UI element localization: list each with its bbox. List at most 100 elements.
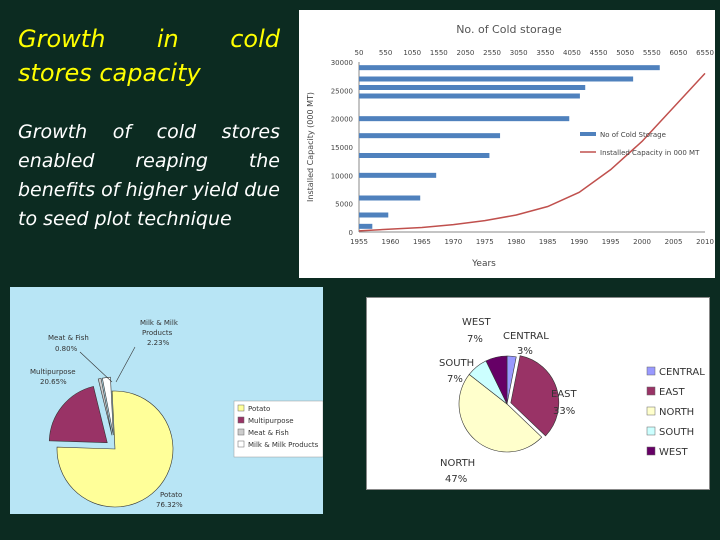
legend-swatch: [237, 404, 245, 412]
cold-storage-bar: [359, 133, 501, 139]
legend-swatch: [646, 386, 656, 396]
cold-storage-bar: [359, 116, 570, 122]
legend-swatch: [237, 428, 245, 436]
region-label: CENTRAL: [503, 331, 549, 342]
legend-swatch: [646, 426, 656, 436]
installed-capacity-line: [358, 72, 706, 232]
legend-label: EAST: [659, 387, 686, 398]
x-tick-label: 2010: [696, 238, 714, 246]
legend-swatch: [646, 446, 656, 456]
pie-slice: [97, 378, 113, 436]
cold-storage-bar: [359, 195, 421, 201]
top-axis-tick-label: 1050: [403, 49, 421, 57]
top-axis-tick-label: 4550: [590, 49, 608, 57]
milk-label-line1: Milk & Milk: [140, 319, 179, 327]
legend-label: Milk & Milk Products: [248, 441, 319, 449]
cold-storage-bar: [359, 172, 437, 178]
meat-fish-label: Meat & Fish: [48, 334, 89, 342]
legend-label: Potato: [248, 405, 270, 413]
top-axis-tick-label: 5050: [616, 49, 634, 57]
legend-label: Multipurpose: [248, 417, 294, 425]
region-value: 3%: [517, 346, 533, 357]
slide-body-text: Growth of cold stores enabled reaping th…: [18, 121, 280, 230]
legend-label: Meat & Fish: [248, 429, 289, 437]
commodity-pie-chart: Meat & Fish 0.80% Milk & Milk Products 2.23%…: [30, 319, 324, 509]
region-label: SOUTH: [439, 358, 474, 369]
legend-swatch: [237, 440, 245, 448]
milk-leader: [115, 346, 136, 383]
region-label: NORTH: [440, 458, 475, 469]
pie-slice: [458, 373, 543, 453]
x-tick-label: 2000: [633, 238, 651, 246]
x-tick-label: 1995: [602, 238, 620, 246]
top-axis-tick-label: 4050: [563, 49, 581, 57]
x-tick-label: 1970: [444, 238, 462, 246]
top-axis-tick-label: 1550: [430, 49, 448, 57]
multipurpose-label: Multipurpose: [30, 368, 76, 376]
legend-box: [233, 400, 324, 458]
milk-label-line2: Products: [142, 329, 173, 337]
pie-slice: [485, 355, 508, 405]
y-tick-label: 25000: [331, 87, 353, 95]
region-value: 33%: [553, 406, 575, 417]
legend-label: SOUTH: [659, 427, 694, 438]
cold-storage-bar: [359, 65, 660, 71]
legend-label: CENTRAL: [659, 367, 705, 378]
x-tick-label: 1965: [413, 238, 431, 246]
top-axis-tick-label: 550: [379, 49, 392, 57]
meat-fish-value: 0.80%: [55, 345, 78, 353]
meat-fish-leader: [79, 351, 113, 383]
x-tick-label: 2005: [665, 238, 683, 246]
title-line-2: stores capacity: [18, 59, 201, 87]
region-value: 47%: [445, 474, 467, 485]
pie-slice: [48, 386, 108, 444]
y-tick-label: 10000: [331, 172, 353, 180]
top-axis-tick-label: 6550: [696, 49, 714, 57]
commodity-pie-panel: Meat & Fish 0.80% Milk & Milk Products 2.23%…: [10, 287, 324, 514]
cold-storage-bar: [359, 85, 586, 90]
cold-storage-chart: No. of Cold storage 50 550 1050 1550 2050 2550…: [306, 23, 714, 269]
pie-slice: [510, 355, 560, 437]
title-word: cold: [230, 25, 280, 53]
x-tick-label: 1985: [539, 238, 557, 246]
title-line-1: Growth in cold: [18, 22, 280, 56]
x-tick-label: 1980: [507, 238, 525, 246]
cold-storage-chart-panel: No. of Cold storage 50 550 1050 1550 2050 2550…: [299, 10, 715, 278]
legend-swatch: [646, 406, 656, 416]
potato-value: 76.32%: [156, 501, 183, 509]
cold-storage-bar: [359, 76, 634, 82]
potato-label: Potato: [160, 491, 182, 499]
legend-swatch: [646, 366, 656, 376]
top-axis-tick-label: 5550: [643, 49, 661, 57]
top-axis-tick-label: 2050: [457, 49, 475, 57]
y-tick-label: 0: [349, 229, 353, 237]
top-axis-tick-label: 2550: [483, 49, 501, 57]
milk-value: 2.23%: [147, 339, 170, 347]
title-word: in: [156, 25, 179, 53]
legend-label: WEST: [659, 447, 689, 458]
title-word: Growth: [18, 25, 106, 53]
x-tick-label: 1960: [382, 238, 400, 246]
top-axis-tick-label: 50: [355, 49, 364, 57]
legend-swatch-bars: [580, 132, 596, 136]
pie-slice: [102, 376, 114, 436]
chart-title: No. of Cold storage: [456, 23, 562, 36]
y-axis-label: Installed Capacity (000 MT): [306, 92, 315, 202]
y-tick-label: 30000: [331, 59, 353, 67]
legend-label-line: Installed Capacity in 000 MT: [600, 149, 700, 157]
legend-label-bars: No of Cold Storage: [600, 131, 666, 139]
y-tick-label: 20000: [331, 116, 353, 124]
cold-storage-bar: [359, 153, 490, 158]
pie-slice: [56, 390, 174, 508]
slide-title: Growth in cold stores capacity: [18, 22, 280, 90]
top-axis-tick-label: 6050: [669, 49, 687, 57]
legend-label: NORTH: [659, 407, 694, 418]
cold-storage-bar: [359, 223, 373, 229]
region-value: 7%: [447, 374, 463, 385]
y-tick-label: 5000: [335, 201, 353, 209]
x-axis-label: Years: [471, 259, 496, 269]
region-value: 7%: [467, 334, 483, 345]
x-tick-label: 1955: [350, 238, 368, 246]
top-axis-tick-label: 3550: [536, 49, 554, 57]
x-tick-label: 1975: [476, 238, 494, 246]
